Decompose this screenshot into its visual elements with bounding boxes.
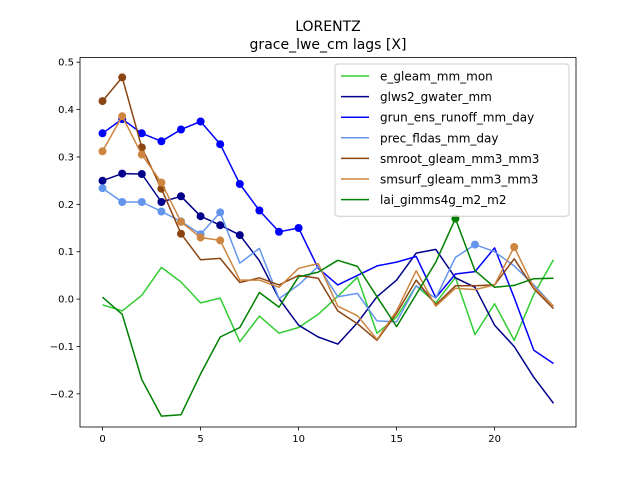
series-point-grun_ens_runoff_mm_day [294,224,303,232]
plot-area-frame [79,57,577,428]
y-axis: −0.2 −0.1 0.0 0.1 0.2 0.3 0.4 0.5 [50,58,80,400]
series-point-glws2_gwater_mm [98,176,107,185]
chart-title: LORENTZ [295,19,361,35]
series-point-grun_ens_runoff_mm_day [137,129,146,138]
series-point-smsurf_gleam_mm3_mm3 [196,233,205,242]
legend-label-lai_gimms4g_m2_m2: lai_gimms4g_m2_m2 [380,193,507,207]
series-point-grun_ens_runoff_mm_day [216,140,225,149]
y-tick-label: 0.1 [58,247,74,258]
legend-label-smroot_gleam_mm3_mm3: smroot_gleam_mm3_mm3 [380,152,539,166]
series-point-glws2_gwater_mm [157,198,166,206]
series-point-smroot_gleam_mm3_mm3 [98,97,107,106]
legend: e_gleam_mm_mon glws2_gwater_mm grun_ens_ru… [334,63,570,217]
series-line-smsurf_gleam_mm3_mm3 [101,115,555,341]
legend-box [334,63,570,217]
legend-label-smsurf_gleam_mm3_mm3: smsurf_gleam_mm3_mm3 [380,173,538,187]
x-tick-label: 20 [488,434,501,445]
series-point-smsurf_gleam_mm3_mm3 [98,147,107,156]
series-point-grun_ens_runoff_mm_day [255,206,264,215]
y-tick-label: 0.5 [58,58,74,69]
x-tick-label: 10 [292,434,305,445]
series-point-glws2_gwater_mm [118,169,127,178]
series-point-grun_ens_runoff_mm_day [98,129,107,138]
series-point-grun_ens_runoff_mm_day [196,117,205,126]
series-point-grun_ens_runoff_mm_day [177,125,185,134]
series-point-smsurf_gleam_mm3_mm3 [510,243,519,251]
legend-label-grun_ens_runoff_mm_day: grun_ens_runoff_mm_day [380,111,534,125]
series-point-smsurf_gleam_mm3_mm3 [216,236,225,245]
legend-label-e_gleam_mm_mon: e_gleam_mm_mon [380,70,493,84]
series-point-glws2_gwater_mm [216,221,225,230]
series-point-prec_fldas_mm_day [157,207,166,216]
series-point-smsurf_gleam_mm3_mm3 [137,150,146,159]
y-tick-label: −0.1 [50,342,74,353]
series-point-prec_fldas_mm_day [118,198,127,206]
x-tick-label: 0 [99,434,105,445]
plot-series [98,73,555,417]
series-point-smsurf_gleam_mm3_mm3 [177,217,185,226]
series-point-smsurf_gleam_mm3_mm3 [118,112,127,121]
series-point-glws2_gwater_mm [235,231,244,240]
y-tick-label: 0.4 [58,105,74,116]
series-point-glws2_gwater_mm [196,212,205,221]
series-point-glws2_gwater_mm [177,192,185,201]
series-line-lai_gimms4g_m2_m2 [102,217,554,417]
series-point-smroot_gleam_mm3_mm3 [118,73,127,82]
legend-label-glws2_gwater_mm: glws2_gwater_mm [380,90,492,104]
series-point-prec_fldas_mm_day [137,198,146,206]
y-tick-label: 0.0 [58,295,74,306]
x-axis: 0 5 10 15 20 [99,427,501,445]
x-tick-label: 15 [390,434,403,445]
series-line-e_gleam_mm_mon [102,259,555,343]
x-tick-label: 5 [197,434,203,445]
series-line-smroot_gleam_mm3_mm3 [101,76,555,342]
series-point-prec_fldas_mm_day [98,184,107,193]
chart-subtitle: grace_lwe_cm lags [X] [250,37,407,53]
y-tick-label: 0.2 [58,200,74,211]
series-point-grun_ens_runoff_mm_day [275,227,283,236]
series-point-grun_ens_runoff_mm_day [157,137,166,146]
series-point-smroot_gleam_mm3_mm3 [177,229,185,238]
series-point-prec_fldas_mm_day [471,240,479,249]
series-point-grun_ens_runoff_mm_day [235,180,244,188]
y-tick-label: 0.3 [58,152,74,163]
y-tick-label: −0.2 [50,389,74,400]
series-point-glws2_gwater_mm [137,170,146,178]
legend-label-prec_fldas_mm_day: prec_fldas_mm_day [380,131,499,145]
series-point-smsurf_gleam_mm3_mm3 [157,178,166,187]
series-point-prec_fldas_mm_day [216,208,225,217]
